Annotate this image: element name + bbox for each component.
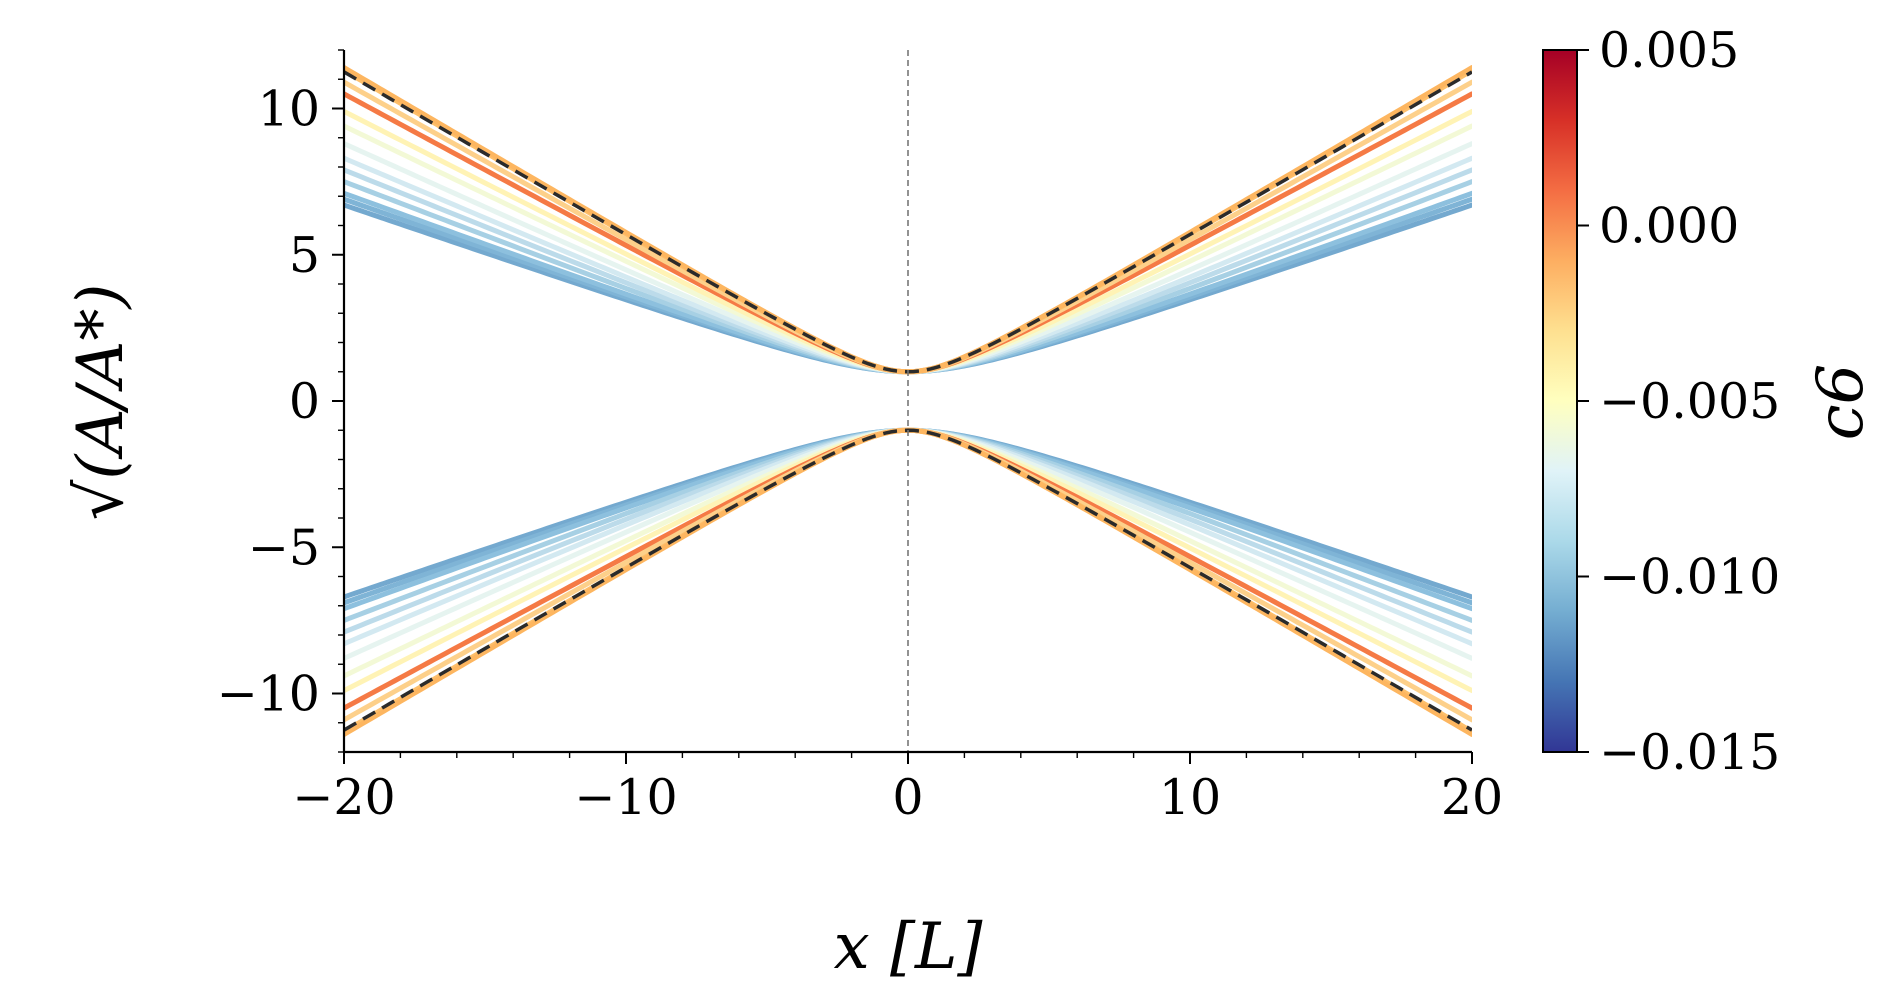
x-tick-label: 0 — [892, 769, 923, 826]
colorbar-tick-label: −0.005 — [1599, 373, 1780, 430]
colorbar-tick-label: −0.010 — [1599, 549, 1780, 606]
colorbar-tick-label: 0.000 — [1599, 198, 1739, 255]
colorbar-tick-label: 0.005 — [1599, 22, 1739, 79]
x-tick-label: −20 — [292, 769, 395, 826]
colorbar-tick-label: −0.015 — [1599, 724, 1780, 781]
colorbar-gradient — [1542, 49, 1578, 753]
x-tick-label: −10 — [574, 769, 677, 826]
y-axis-label: √(A/A*) — [64, 284, 138, 521]
series-line-1-lower — [344, 427, 1472, 606]
y-tick-label: 10 — [258, 81, 320, 138]
y-tick-label: −10 — [217, 666, 320, 723]
y-tick-label: −5 — [248, 519, 320, 576]
colorbar-label: c6 — [1804, 364, 1878, 441]
x-tick-label: 20 — [1441, 769, 1503, 826]
axes: −20 −10 0 10 20 −10 −5 0 5 10 — [217, 49, 1503, 826]
colorbar: 0.005 0.000 −0.005 −0.010 −0.015 — [1542, 22, 1780, 781]
y-tick-label: 0 — [289, 373, 320, 430]
x-axis-label: x [L] — [834, 910, 984, 984]
y-tick-label: 5 — [289, 227, 320, 284]
x-tick-label: 10 — [1159, 769, 1221, 826]
